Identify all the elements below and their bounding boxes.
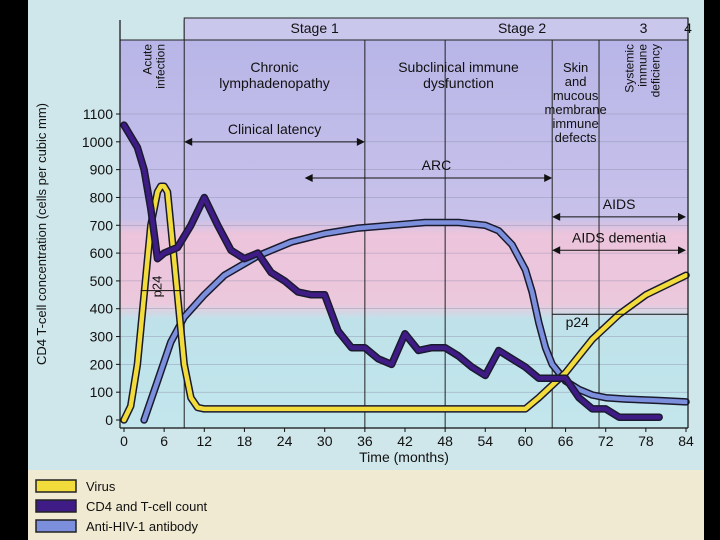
y-tick-label-500: 500 [90,273,114,289]
legend-swatch-3 [35,519,77,533]
y-tick-label-1100: 1100 [83,106,113,122]
x-tick-label-60: 60 [518,433,534,449]
x-tick-label-72: 72 [598,433,614,449]
y-tick-label-600: 600 [90,245,114,261]
x-tick-label-6: 6 [160,433,168,449]
phase-label-2: Chronic lymphadenopathy [219,59,330,91]
legend-label-3: Anti-HIV-1 antibody [86,519,199,534]
x-tick-label-84: 84 [678,433,694,449]
annotations: p24 p24 [140,276,688,330]
x-tick-label-18: 18 [237,433,253,449]
period-arrow-right-1 [356,137,365,146]
legend: Virus CD4 and T-cell count Anti-HIV-1 anti… [35,479,208,534]
legend-swatch-1 [35,479,77,493]
y-axis-label: CD4 T-cell concentration (cells per cubi… [34,103,49,365]
y-tick-label-300: 300 [90,329,114,345]
phase-label-4: Skin and mucous membrane immune defects [545,60,607,145]
y-tick-label-0: 0 [105,412,113,428]
plot-background [120,40,688,428]
series-line-2 [121,122,662,420]
period-arrow-left-4 [552,246,561,255]
x-tick-label-54: 54 [477,433,493,449]
legend-label-1: Virus [86,479,116,494]
period-arrow-left-2 [304,173,313,182]
stage-label-3: 3 [640,20,648,36]
period-arrow-right-2 [544,173,553,182]
period-label-1: Clinical latency [228,121,321,137]
legend-background [28,470,704,540]
x-tick-label-30: 30 [317,433,333,449]
phase-label-1: Acuteinfection [141,44,168,89]
x-tick-label-36: 36 [357,433,373,449]
y-tick-label-700: 700 [90,217,114,233]
y-tick-label-200: 200 [90,356,114,372]
stage-header-background [183,17,689,41]
x-tick-label-42: 42 [397,433,413,449]
phase-label-5: Systemicimmunedeficiency [623,44,663,98]
period-arrow-left-3 [552,212,561,221]
phase-label-3: Subclinical immune dysfunction [398,59,519,91]
y-tick-label-900: 900 [90,162,114,178]
period-arrow-right-3 [678,212,686,221]
x-tick-label-12: 12 [196,433,212,449]
y-tick-label-100: 100 [90,384,114,400]
stage-label-1: Stage 1 [291,20,339,36]
legend-swatch-2 [35,499,77,513]
x-tick-label-24: 24 [277,433,293,449]
x-tick-label-48: 48 [437,433,453,449]
period-label-4: AIDS dementia [572,229,666,245]
series-lines [120,121,690,424]
period-label-3: AIDS [603,196,636,212]
period-arrow-right-4 [678,246,686,255]
x-tick-label-0: 0 [120,433,128,449]
x-axis-label: Time (months) [359,449,449,465]
annotation-label-1: p24 [149,276,164,298]
series-line-3 [141,220,689,423]
y-tick-label-1000: 1000 [82,134,113,150]
x-tick-label-66: 66 [558,433,574,449]
period-arrow-left-1 [184,137,193,146]
y-tick-label-400: 400 [90,301,114,317]
phase-labels: Acuteinfection Chronic lymphadenopathy Subc… [141,44,663,145]
x-tick-label-78: 78 [638,433,654,449]
period-arrows: Clinical latency ARC AIDS AIDS dementia [184,121,686,255]
stage-label-2: Stage 2 [498,20,546,36]
legend-label-2: CD4 and T-cell count [86,499,208,514]
y-tick-label-800: 800 [90,189,114,205]
period-label-2: ARC [422,157,452,173]
axes: 0 100 200 300 400 500 600 700 800 900 1000 1100 0 6 12… [82,18,694,449]
annotation-label-2: p24 [566,314,590,330]
